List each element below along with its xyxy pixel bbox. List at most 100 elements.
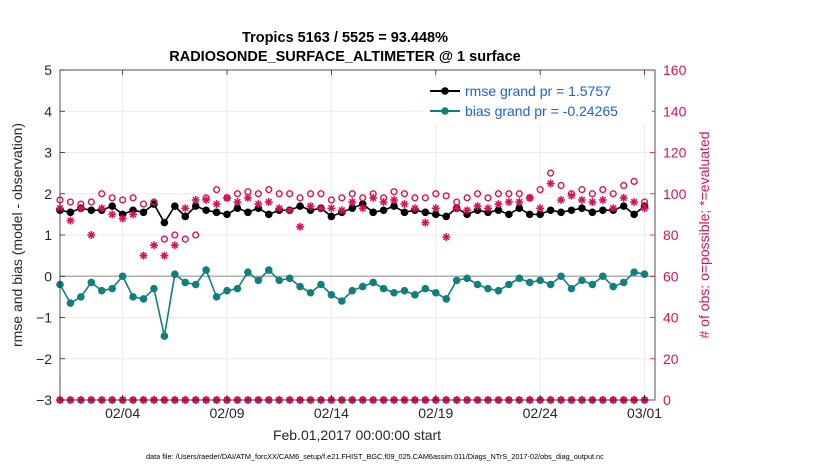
possible-point	[286, 190, 294, 198]
possible-point	[327, 196, 336, 204]
rmse-point	[567, 206, 576, 215]
possible-point	[411, 194, 419, 202]
legend: rmse grand pr = 1.5757 bias grand pr = -…	[424, 80, 652, 124]
evaluated-point	[390, 195, 399, 204]
evaluated-point	[160, 251, 169, 260]
x-axis-label: Feb.01,2017 00:00:00 start	[273, 427, 441, 443]
bias-point	[181, 278, 190, 287]
evaluated-point	[327, 204, 336, 213]
bias-point	[108, 284, 116, 293]
rmse-point	[87, 206, 96, 215]
evaluated-point	[296, 222, 305, 231]
y-axis-right-label: # of obs: o=possible; *=evaluated	[696, 131, 712, 338]
evaluated-point	[369, 193, 378, 202]
possible-point	[66, 198, 75, 206]
possible-point	[338, 194, 346, 202]
rmse-point	[400, 208, 409, 217]
x-axis: 02/04 02/09 02/14 02/19 02/24 03/01	[105, 70, 662, 421]
evaluated-point	[285, 206, 294, 215]
evaluated-point	[567, 191, 576, 200]
rmse-point	[244, 208, 252, 217]
evaluated-point	[66, 216, 75, 225]
possible-point	[473, 190, 482, 198]
rmse-point	[431, 210, 440, 219]
bias-point	[327, 291, 336, 299]
possible-point	[463, 194, 471, 202]
rmse-point	[515, 204, 524, 212]
rmse-point	[139, 208, 148, 217]
evaluated-point	[400, 200, 409, 209]
evaluated-point	[452, 204, 461, 213]
evaluated-point	[525, 193, 534, 202]
y-left-tick-label: 5	[44, 62, 52, 78]
bias-point	[358, 282, 367, 291]
possible-point	[630, 177, 638, 185]
bias-point	[97, 286, 106, 295]
possible-point	[233, 190, 242, 198]
bias-point	[244, 268, 252, 276]
rmse-point	[578, 204, 586, 212]
bias-point	[139, 295, 148, 303]
possible-point	[87, 198, 95, 206]
possible-point	[296, 194, 304, 202]
legend-bias-marker	[441, 107, 449, 115]
bias-point	[473, 280, 482, 289]
bias-point	[191, 280, 200, 289]
possible-point	[432, 190, 440, 198]
bias-point	[515, 274, 524, 283]
evaluated-point	[494, 200, 503, 209]
possible-point	[547, 169, 555, 177]
evaluated-point	[619, 193, 628, 202]
evaluated-point	[473, 202, 482, 211]
y-right-tick-label: 0	[663, 392, 671, 408]
rmse-point	[66, 208, 75, 217]
evaluated-point	[588, 198, 597, 206]
evaluated-point	[337, 206, 346, 215]
evaluated-point	[76, 204, 85, 213]
possible-point	[515, 190, 523, 198]
bias-point	[536, 276, 544, 285]
possible-point	[620, 181, 628, 190]
possible-point	[275, 190, 283, 198]
possible-point	[192, 231, 200, 239]
bias-point	[452, 276, 461, 285]
bias-point	[609, 282, 618, 291]
rmse-point	[630, 210, 638, 219]
evaluated-point	[463, 206, 472, 215]
rmse-point	[108, 202, 116, 210]
evaluated-point	[212, 200, 221, 209]
evaluated-point	[431, 204, 440, 213]
evaluated-point	[515, 198, 524, 206]
series-evaluated	[56, 179, 649, 260]
evaluated-point	[233, 198, 242, 206]
x-tick-label: 02/19	[418, 405, 453, 421]
y-axis-left-label: rmse and bias (model - observation)	[9, 123, 25, 347]
y-left-tick-label: 3	[44, 145, 52, 161]
legend-box	[424, 80, 652, 124]
bias-point	[400, 286, 409, 295]
x-tick-label: 02/04	[105, 405, 140, 421]
evaluated-point	[181, 204, 190, 213]
evaluated-point	[170, 241, 179, 250]
bias-point	[87, 278, 96, 287]
x-tick-label: 02/14	[314, 405, 349, 421]
bias-point	[129, 293, 137, 301]
bias-point	[525, 278, 534, 287]
possible-point	[317, 190, 325, 198]
possible-point	[505, 190, 513, 198]
rmse-point	[546, 206, 555, 215]
rmse-point	[223, 210, 231, 219]
evaluated-point	[254, 200, 263, 209]
evaluated-point	[577, 195, 586, 204]
bias-point	[588, 280, 597, 289]
possible-point	[160, 235, 168, 243]
rmse-point	[212, 208, 221, 217]
legend-rmse-marker	[441, 87, 449, 95]
possible-point	[390, 188, 398, 196]
rmse-point	[150, 200, 158, 208]
evaluated-point	[139, 251, 148, 260]
evaluated-point	[546, 179, 555, 188]
bias-point	[546, 280, 555, 289]
bias-point	[494, 286, 503, 295]
bias-point	[317, 280, 325, 289]
